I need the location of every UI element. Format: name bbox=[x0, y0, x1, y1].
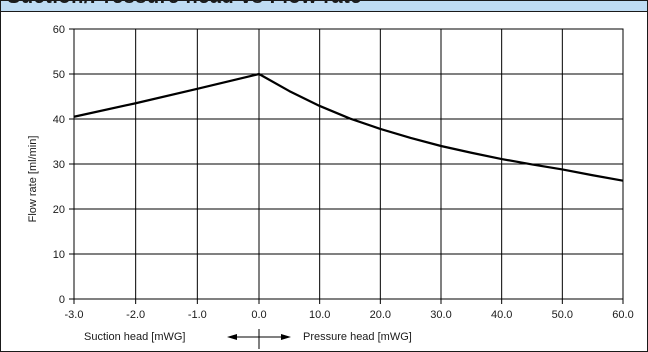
x-tick-label: -2.0 bbox=[126, 309, 145, 321]
series-lines bbox=[74, 74, 623, 181]
y-tick-label: 40 bbox=[53, 114, 65, 126]
y-axis-label: Flow rate [ml/min] bbox=[27, 136, 39, 223]
x-tick-label: 20.0 bbox=[370, 309, 391, 321]
y-tick-label: 50 bbox=[53, 69, 65, 81]
y-tick-label: 20 bbox=[53, 204, 65, 216]
suction-head-label: Suction head [mWG] bbox=[84, 331, 186, 343]
y-tick-label: 10 bbox=[53, 249, 65, 261]
y-tick-label: 30 bbox=[53, 159, 65, 171]
x-tick-label: 0.0 bbox=[251, 309, 266, 321]
x-tick-label: 40.0 bbox=[491, 309, 512, 321]
y-tick-label: 0 bbox=[59, 294, 65, 306]
x-tick-label: -1.0 bbox=[188, 309, 207, 321]
x-tick-label: 50.0 bbox=[552, 309, 573, 321]
x-tick-labels: -3.0 -2.0 -1.0 0.0 10.0 20.0 30.0 40.0 50.0 60.0 bbox=[65, 309, 634, 321]
direction-arrow-icon bbox=[227, 329, 291, 349]
y-tick-labels: 0 10 20 30 40 50 60 bbox=[53, 24, 65, 306]
x-tick-label: 30.0 bbox=[430, 309, 451, 321]
y-tick-label: 60 bbox=[53, 24, 65, 36]
pressure-head-label: Pressure head [mWG] bbox=[303, 331, 412, 343]
grid-lines bbox=[74, 29, 623, 299]
x-tick-label: -3.0 bbox=[65, 309, 84, 321]
x-tick-label: 10.0 bbox=[309, 309, 330, 321]
x-tick-label: 60.0 bbox=[612, 309, 633, 321]
suction-series-line bbox=[74, 74, 259, 117]
